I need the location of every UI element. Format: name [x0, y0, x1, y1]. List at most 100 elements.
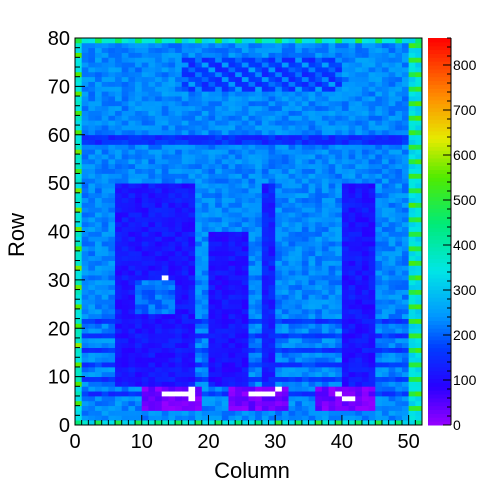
heatmap-cell	[368, 52, 376, 58]
heatmap-cell	[148, 357, 156, 363]
heatmap-cell	[321, 420, 329, 426]
heatmap-cell	[328, 71, 336, 78]
heatmap-cell	[95, 96, 103, 102]
heatmap-cell	[148, 67, 156, 73]
heatmap-cell	[301, 376, 309, 382]
heatmap-cell	[95, 115, 103, 121]
heatmap-cell	[175, 284, 183, 290]
heatmap-cell	[88, 110, 96, 116]
heatmap-cell	[321, 168, 329, 174]
heatmap-cell	[315, 255, 323, 261]
heatmap-cell	[355, 67, 363, 73]
colorbar-segment	[428, 262, 451, 267]
heatmap-cell	[355, 236, 363, 242]
heatmap-cell	[75, 328, 83, 334]
heatmap-cell	[355, 207, 363, 213]
heatmap-cell	[315, 91, 323, 97]
heatmap-cell	[415, 192, 423, 199]
heatmap-cell	[281, 357, 289, 363]
heatmap-cell	[88, 420, 96, 426]
heatmap-cell	[201, 183, 209, 189]
heatmap-cell	[175, 250, 183, 257]
heatmap-cell	[308, 110, 316, 116]
heatmap-cell	[188, 347, 196, 353]
heatmap-cell	[321, 57, 329, 63]
heatmap-cell	[348, 57, 356, 63]
heatmap-cell	[228, 163, 236, 170]
heatmap-cell	[168, 284, 176, 290]
heatmap-cell	[315, 67, 323, 73]
heatmap-cell	[395, 376, 403, 382]
heatmap-cell	[295, 323, 303, 329]
heatmap-cell	[321, 91, 329, 97]
heatmap-cell	[275, 376, 283, 382]
heatmap-cell	[408, 357, 416, 363]
heatmap-cell	[81, 57, 89, 63]
heatmap-cell	[248, 265, 256, 271]
heatmap-cell	[288, 105, 296, 111]
colorbar-segment	[428, 254, 451, 260]
heatmap-cell	[268, 400, 276, 407]
heatmap-cell	[215, 255, 223, 261]
heatmap-cell	[315, 105, 323, 111]
heatmap-cell	[121, 333, 129, 339]
heatmap-cell	[335, 105, 343, 111]
heatmap-cell	[208, 241, 216, 247]
heatmap-cell	[108, 313, 116, 319]
heatmap-cell	[361, 255, 370, 261]
heatmap-cell	[281, 192, 289, 199]
heatmap-cell	[348, 357, 356, 363]
heatmap-cell	[88, 328, 96, 334]
colorbar-segment	[428, 188, 451, 194]
heatmap-cell	[295, 265, 303, 271]
heatmap-cell	[201, 47, 209, 53]
heatmap-cell	[175, 62, 183, 68]
heatmap-cell	[368, 125, 376, 131]
heatmap-cell	[235, 71, 243, 78]
heatmap-cell	[108, 333, 116, 339]
heatmap-cell	[288, 366, 296, 373]
heatmap-cell	[308, 342, 316, 348]
heatmap-cell	[375, 183, 383, 189]
heatmap-cell	[408, 178, 416, 184]
heatmap-cell	[321, 270, 329, 276]
heatmap-cell	[335, 207, 343, 213]
heatmap-cell	[335, 313, 343, 319]
heatmap-cell	[228, 173, 236, 179]
heatmap-cell	[241, 67, 249, 73]
heatmap-cell	[175, 420, 183, 426]
heatmap-cell	[135, 347, 143, 353]
heatmap-cell	[361, 308, 370, 315]
heatmap-cell	[181, 139, 189, 145]
heatmap-cell	[181, 192, 189, 199]
heatmap-cell	[201, 96, 209, 102]
heatmap-cell	[308, 366, 316, 373]
heatmap-cell	[121, 386, 129, 392]
heatmap-cell	[208, 120, 216, 126]
heatmap-cell	[401, 270, 410, 276]
heatmap-cell	[81, 410, 89, 416]
heatmap-cell	[315, 337, 323, 344]
heatmap-cell	[195, 183, 203, 189]
heatmap-cell	[281, 231, 289, 237]
heatmap-cell	[215, 158, 223, 165]
heatmap-cell	[375, 420, 383, 426]
heatmap-cell	[288, 202, 296, 208]
heatmap-cell	[81, 337, 89, 344]
heatmap-cell	[81, 183, 89, 189]
heatmap-cell	[248, 110, 256, 116]
heatmap-cell	[195, 168, 203, 174]
heatmap-cell	[341, 415, 349, 421]
heatmap-cell	[315, 362, 323, 368]
heatmap-cell	[81, 216, 89, 223]
heatmap-cell	[95, 231, 103, 237]
heatmap-cell	[228, 255, 236, 261]
heatmap-cell	[141, 100, 149, 107]
heatmap-cell	[401, 86, 410, 92]
heatmap-cell	[361, 328, 370, 334]
heatmap-cell	[121, 173, 129, 179]
heatmap-cell	[361, 352, 370, 358]
heatmap-cell	[141, 362, 149, 368]
heatmap-cell	[188, 115, 196, 121]
heatmap-cell	[281, 47, 289, 53]
